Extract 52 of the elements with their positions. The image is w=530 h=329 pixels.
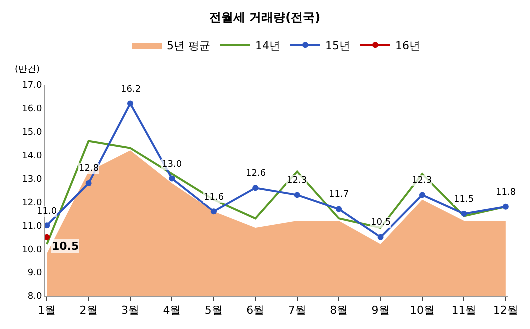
point (252, 185, 259, 192)
x-tick-label: 3월 (122, 304, 140, 318)
data-label: 10.5 (371, 218, 392, 228)
legend-label: 15년 (326, 39, 350, 52)
data-label: 12.3 (412, 176, 432, 186)
chart-title: 전월세 거래량(전국) (209, 10, 321, 25)
x-tick-label: 5월 (204, 304, 223, 318)
y-tick-label: 16.0 (22, 104, 42, 115)
x-tick-label: 12월 (493, 304, 518, 318)
y-tick-label: 15.0 (22, 128, 42, 138)
x-tick-label: 1월 (38, 304, 56, 318)
y-tick-label: 12.0 (22, 198, 42, 208)
point (210, 208, 217, 215)
x-tick-label: 7월 (288, 304, 306, 318)
y-tick-label: 11.0 (22, 222, 42, 232)
point (336, 206, 342, 212)
point (419, 192, 426, 198)
data-label: 10.5 (52, 240, 80, 253)
data-label: 11.6 (204, 193, 224, 203)
y-tick-label: 14.0 (22, 151, 42, 162)
y-tick-label: 8.0 (28, 292, 42, 302)
y-axis-title: (만건) (15, 65, 40, 75)
data-label: 13.0 (162, 160, 182, 170)
legend-label: 16년 (396, 39, 420, 52)
data-label: 12.3 (287, 176, 308, 186)
point (502, 204, 509, 210)
x-tick-label: 4월 (163, 304, 182, 318)
y-tick-label: 17.0 (22, 81, 42, 92)
data-label: 11.8 (496, 188, 516, 198)
y-tick-label: 13.0 (22, 174, 42, 185)
point (169, 176, 176, 182)
x-tick-label: 2월 (80, 304, 98, 318)
point (294, 192, 300, 198)
y-tick-label: 9.0 (28, 268, 42, 279)
legend-label: 14년 (256, 39, 280, 52)
data-label: 11.5 (454, 195, 474, 205)
data-label: 11.0 (37, 207, 58, 217)
point (128, 100, 134, 107)
point (86, 180, 92, 186)
point (378, 234, 384, 240)
x-tick-label: 6월 (246, 304, 265, 318)
data-label: 12.8 (79, 164, 100, 174)
legend-label: 5년 평균 (167, 39, 210, 52)
data-label: 11.7 (329, 190, 350, 200)
data-label: 12.6 (246, 169, 266, 179)
x-tick-label: 8월 (330, 304, 348, 318)
x-tick-label: 10월 (410, 304, 435, 318)
data-label: 16.2 (121, 85, 142, 95)
y-tick-label: 10.0 (22, 245, 42, 256)
point (461, 210, 468, 217)
x-tick-label: 9월 (372, 304, 390, 318)
x-tick-label: 11월 (452, 304, 477, 318)
